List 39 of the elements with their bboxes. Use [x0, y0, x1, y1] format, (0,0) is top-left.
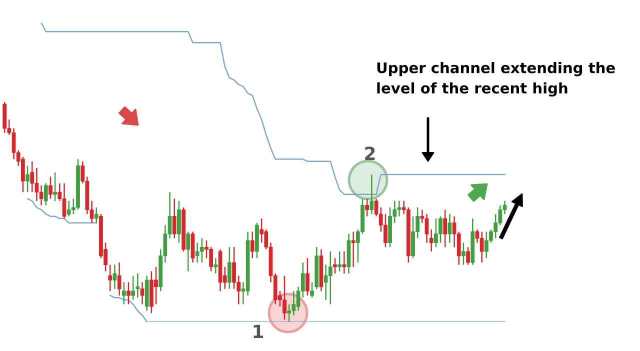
candlestick — [200, 238, 204, 264]
candlestick — [136, 272, 140, 298]
candlestick — [462, 242, 466, 266]
candlestick — [443, 209, 448, 248]
text: 1 — [254, 324, 264, 338]
candlestick — [112, 264, 117, 290]
candlestick — [30, 160, 34, 193]
candlestick — [365, 198, 370, 217]
candlestick — [117, 262, 122, 296]
candlestick — [44, 182, 48, 206]
text: Upper channel extending the level of the recent high — [377, 62, 615, 97]
candlestick — [140, 282, 144, 305]
candlestick — [480, 231, 484, 264]
candlestick — [122, 282, 126, 305]
candlestick — [172, 198, 176, 239]
candlestick — [287, 304, 292, 322]
candlestick — [131, 275, 136, 301]
candlestick — [448, 213, 452, 244]
candlestick — [108, 264, 112, 292]
candlestick — [53, 172, 57, 202]
candlestick — [250, 231, 254, 259]
candlestick — [328, 250, 332, 305]
candlestick — [48, 176, 52, 200]
candlestick — [342, 250, 346, 274]
candlestick — [466, 246, 470, 266]
candlestick — [370, 174, 374, 215]
candlestick — [26, 165, 30, 193]
candlestick — [186, 231, 190, 272]
candlestick — [338, 250, 342, 272]
candlestick — [228, 246, 232, 290]
annotation: 2 — [365, 146, 375, 160]
candlestick — [333, 257, 337, 274]
candlestick — [310, 282, 314, 298]
candlestick — [306, 257, 310, 296]
candlestick — [214, 257, 218, 274]
candlestick — [351, 231, 356, 268]
candlestick — [94, 206, 98, 224]
candlestick — [126, 282, 130, 305]
candlestick — [429, 228, 434, 252]
